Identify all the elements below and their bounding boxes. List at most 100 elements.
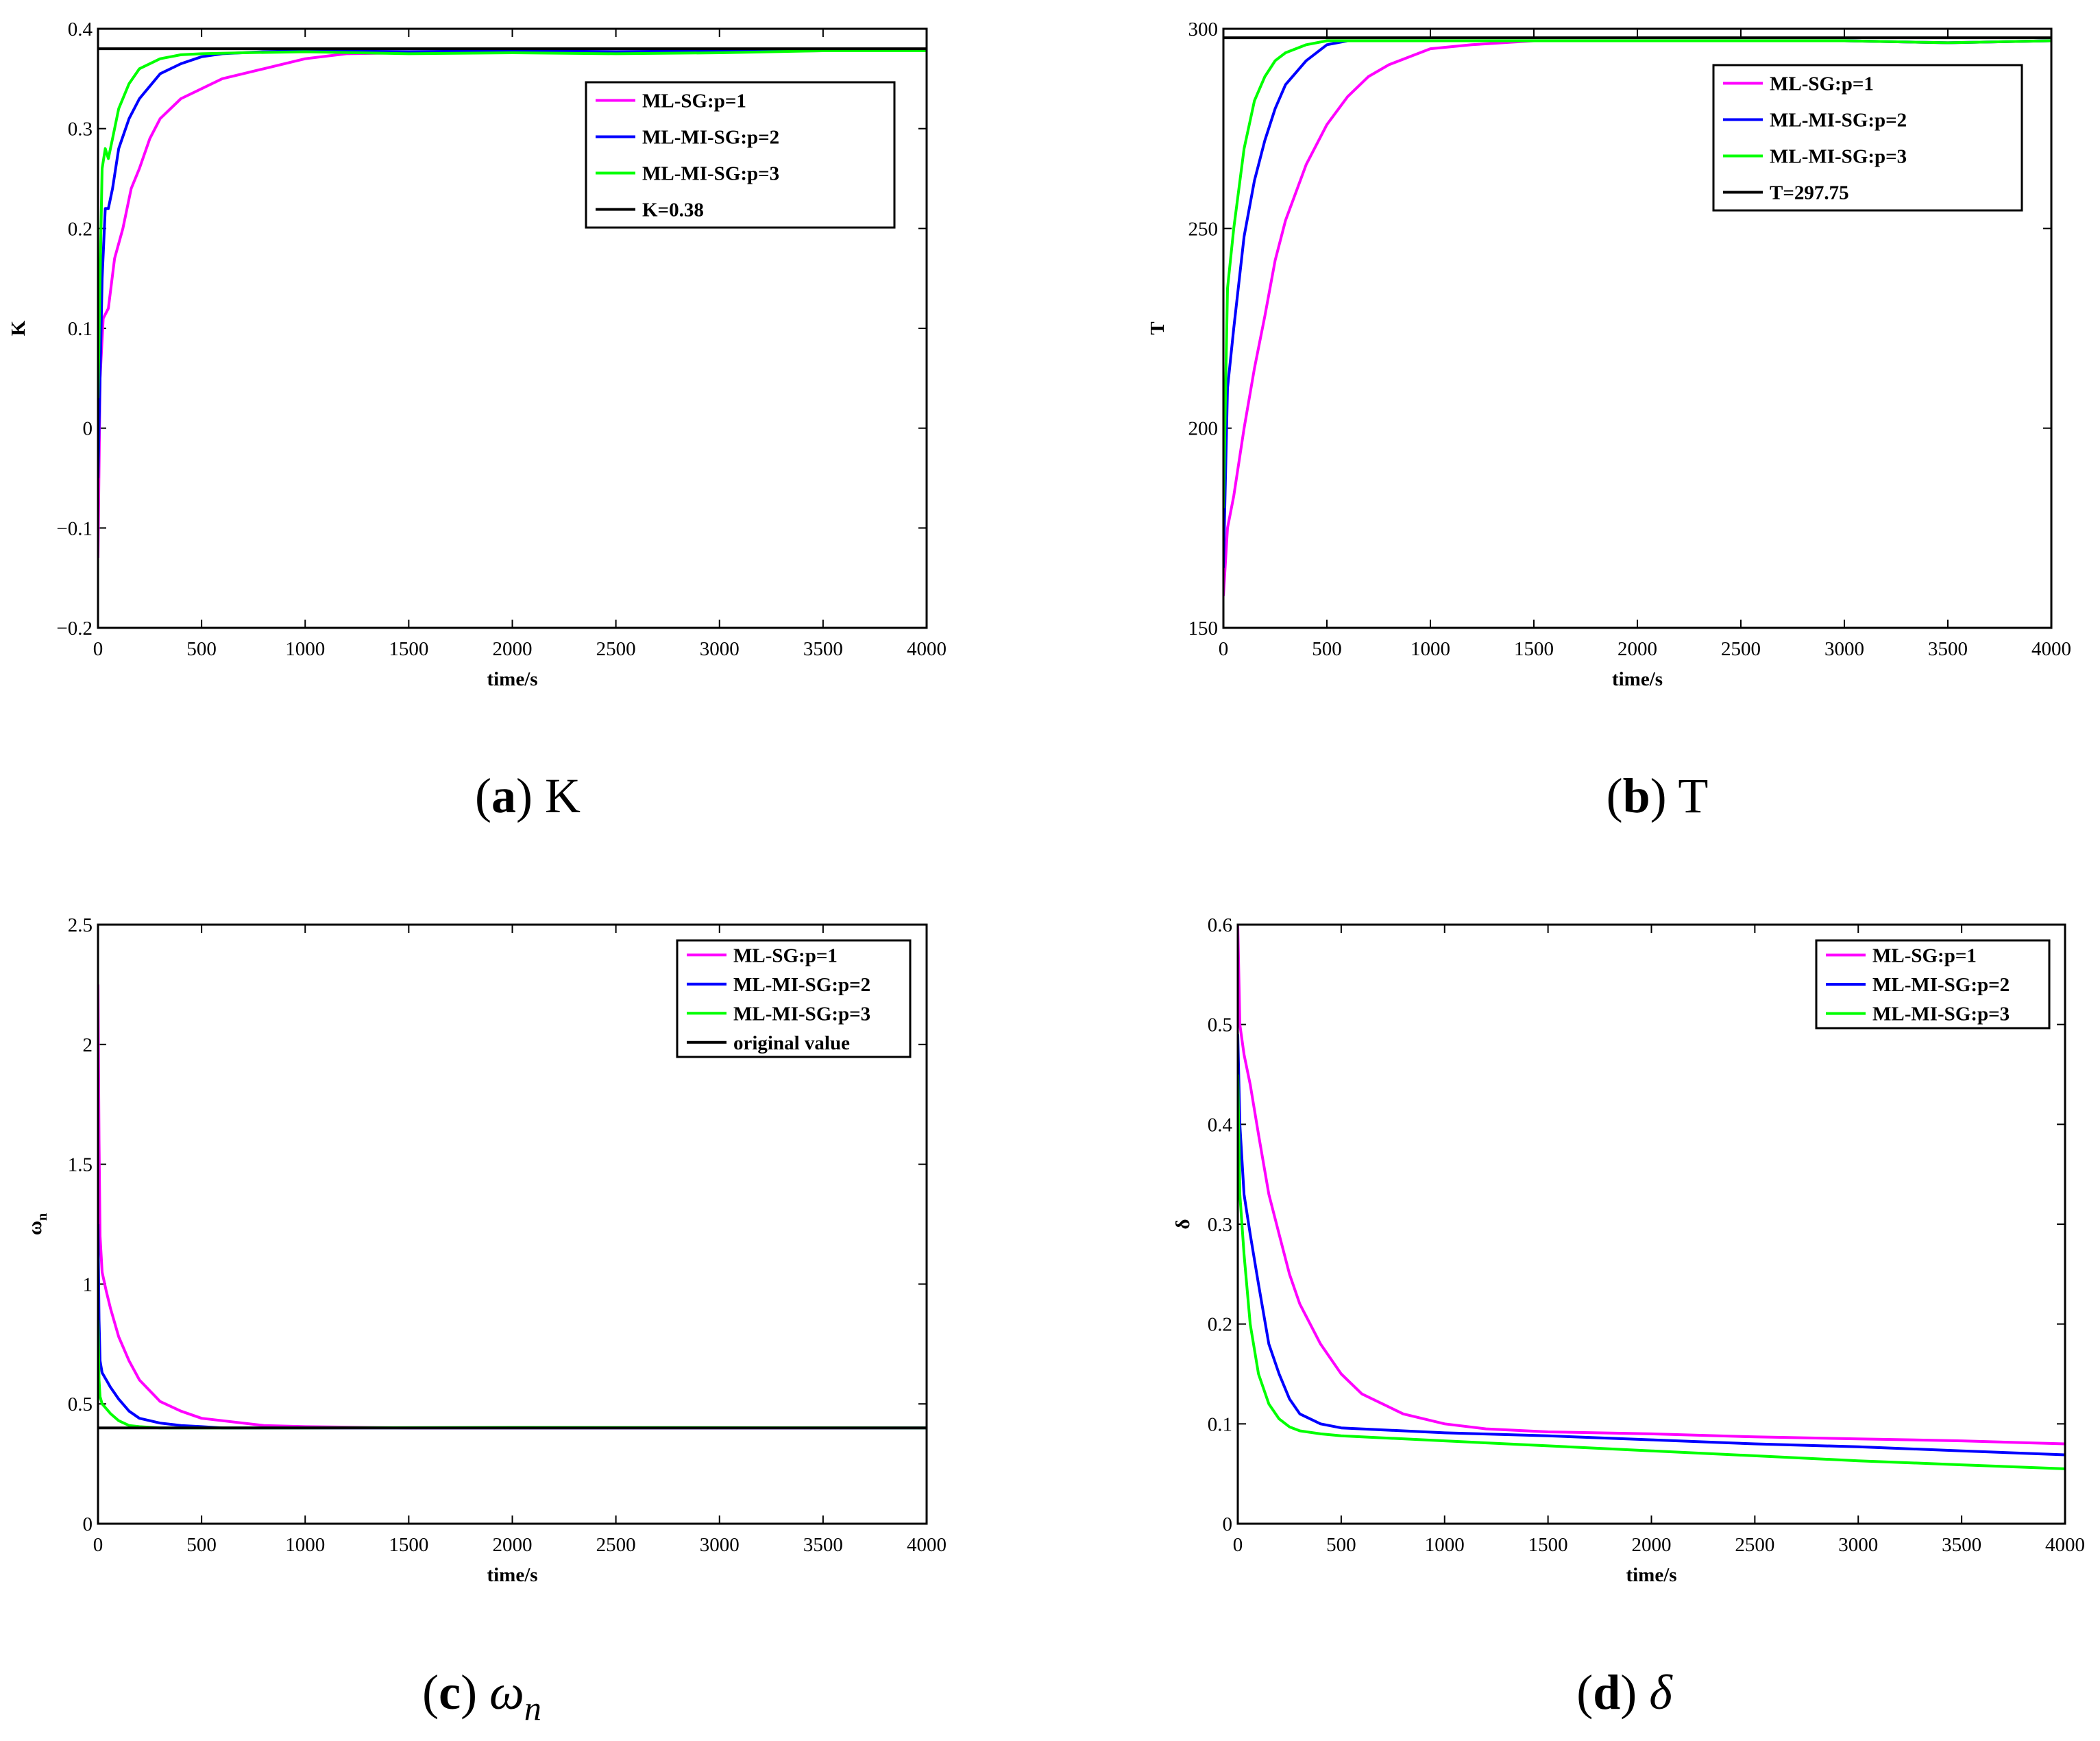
- axes-frame: [1236, 923, 2066, 1525]
- y-tick-label: 300: [1188, 19, 1219, 40]
- y-tick-label: 0: [83, 418, 93, 440]
- series-line-ml-mi-sg-p-3: [1223, 39, 2051, 509]
- x-tick-label: 2500: [596, 1534, 636, 1556]
- x-tick-label: 4000: [2031, 638, 2071, 660]
- x-tick-label: 3000: [1838, 1534, 1878, 1556]
- x-tick-label: 2000: [1617, 638, 1657, 660]
- legend-label: ML-SG:p=1: [733, 945, 838, 966]
- caption-close: ): [1650, 768, 1678, 823]
- legend-label: ML-MI-SG:p=2: [1872, 974, 2010, 996]
- legend-label: ML-MI-SG:p=3: [642, 163, 779, 185]
- legend-box: [676, 939, 912, 1058]
- x-tick-label: 2500: [596, 638, 636, 660]
- caption-letter: d: [1593, 1665, 1620, 1720]
- caption-sub: n: [524, 1689, 541, 1727]
- y-tick-label: 0.3: [68, 119, 93, 141]
- legend-label: ML-MI-SG:p=3: [1872, 1003, 2010, 1025]
- caption-label: K: [545, 768, 581, 823]
- caption: (b) T: [1607, 768, 1709, 823]
- x-tick-label: 2500: [1721, 638, 1761, 660]
- x-tick-label: 0: [1219, 638, 1229, 660]
- series-line-ml-mi-sg-p-3: [1238, 1074, 2065, 1470]
- y-tick-label: 1: [83, 1274, 93, 1295]
- x-tick-label: 500: [186, 1534, 217, 1556]
- x-tick-label: 2000: [493, 638, 533, 660]
- x-tick-label: 3000: [700, 1534, 740, 1556]
- caption: (a) K: [475, 768, 581, 823]
- x-tick-label: 3500: [803, 638, 843, 660]
- x-tick-label: 0: [93, 1534, 103, 1556]
- y-tick-label: 0.6: [1208, 914, 1232, 936]
- legend-label: original value: [733, 1032, 850, 1054]
- y-axis-label-sub: n: [35, 1213, 50, 1221]
- panel-c: 0 500 1000 1500 2000 2500 3000 3500 4000 0 0.5 1 1.5…: [24, 914, 947, 1727]
- legend-label: ML-MI-SG:p=3: [733, 1003, 870, 1025]
- legend-box: [585, 81, 896, 229]
- y-tick-label: 0.4: [68, 19, 93, 40]
- panel-a: 0 500 1000 1500 2000 2500 3000 3500 4000 −0.2 −0.1…: [8, 19, 947, 823]
- x-tick-label: 500: [1312, 638, 1342, 660]
- series-group: [1223, 36, 2051, 596]
- x-axis-label: time/s: [1626, 1564, 1676, 1586]
- panel-b: 0 500 1000 1500 2000 2500 3000 3500 4000 150 200 25…: [1147, 19, 2071, 823]
- caption: (c) ωn: [422, 1665, 541, 1727]
- series-group: [98, 47, 927, 559]
- y-axis-label: K: [8, 320, 29, 336]
- axes-frame: [97, 923, 928, 1525]
- y-tick-label: 0.2: [68, 218, 93, 240]
- legend-label: ML-MI-SG:p=2: [642, 127, 779, 149]
- y-tick-label: 2.5: [68, 914, 93, 936]
- legend-label: ML-MI-SG:p=2: [1770, 110, 1907, 132]
- axes-frame: [97, 27, 928, 629]
- caption-close: ): [1620, 1665, 1649, 1720]
- y-tick-label: 0.3: [1208, 1214, 1232, 1236]
- x-tick-label: 3000: [700, 638, 740, 660]
- legend: ML-SG:p=1 ML-MI-SG:p=2 ML-MI-SG:p=3 K=0.38: [585, 81, 896, 229]
- x-tick-label: 1500: [389, 638, 428, 660]
- caption-open: (: [1607, 768, 1623, 823]
- caption-open: (: [1576, 1665, 1593, 1720]
- legend-label: ML-SG:p=1: [1770, 73, 1874, 95]
- x-tick-label: 1500: [1514, 638, 1554, 660]
- legend-box: [1712, 64, 2023, 212]
- y-axis-label: ωn: [24, 1213, 50, 1235]
- caption: (d) δ: [1576, 1665, 1673, 1720]
- caption-close: ): [461, 1665, 489, 1720]
- legend: ML-SG:p=1 ML-MI-SG:p=2 ML-MI-SG:p=3 T=297.7…: [1712, 64, 2023, 212]
- series-line-ml-sg-p-1: [1238, 925, 2065, 1446]
- caption-label: δ: [1649, 1665, 1673, 1720]
- x-tick-label: 1000: [285, 638, 325, 660]
- x-tick-label: 0: [93, 638, 103, 660]
- y-axis-label: T: [1147, 321, 1169, 334]
- y-tick-label: 250: [1188, 218, 1219, 240]
- legend-label: ML-MI-SG:p=2: [733, 974, 870, 996]
- y-tick-label: 0.4: [1208, 1114, 1233, 1136]
- legend-label: ML-MI-SG:p=3: [1770, 146, 1907, 168]
- x-tick-label: 2000: [493, 1534, 533, 1556]
- x-tick-label: 3000: [1824, 638, 1864, 660]
- y-tick-label: 1.5: [68, 1154, 93, 1176]
- y-tick-label: −0.2: [56, 618, 93, 640]
- y-tick-label: 0: [83, 1513, 93, 1535]
- x-axis-label: time/s: [1612, 668, 1663, 690]
- y-tick-label: 0: [1223, 1513, 1233, 1535]
- y-tick-label: 0.1: [68, 318, 93, 340]
- x-axis-label: time/s: [487, 1564, 537, 1586]
- x-tick-label: 500: [1326, 1534, 1356, 1556]
- y-tick-label: 0.2: [1208, 1314, 1232, 1336]
- caption-letter: b: [1623, 768, 1650, 823]
- x-tick-label: 4000: [907, 638, 947, 660]
- x-tick-label: 3500: [1942, 1534, 1981, 1556]
- x-tick-label: 4000: [907, 1534, 947, 1556]
- legend-label: T=297.75: [1770, 182, 1849, 204]
- y-tick-label: 0.5: [68, 1393, 93, 1415]
- caption-open: (: [475, 768, 491, 823]
- x-tick-label: 2000: [1632, 1534, 1672, 1556]
- x-tick-label: 1500: [389, 1534, 428, 1556]
- caption-letter: c: [439, 1665, 461, 1720]
- y-axis-label: δ: [1172, 1219, 1194, 1229]
- series-group: [98, 984, 927, 1430]
- y-tick-label: 2: [83, 1034, 93, 1056]
- series-group: [1238, 925, 2065, 1470]
- caption-open: (: [422, 1665, 439, 1720]
